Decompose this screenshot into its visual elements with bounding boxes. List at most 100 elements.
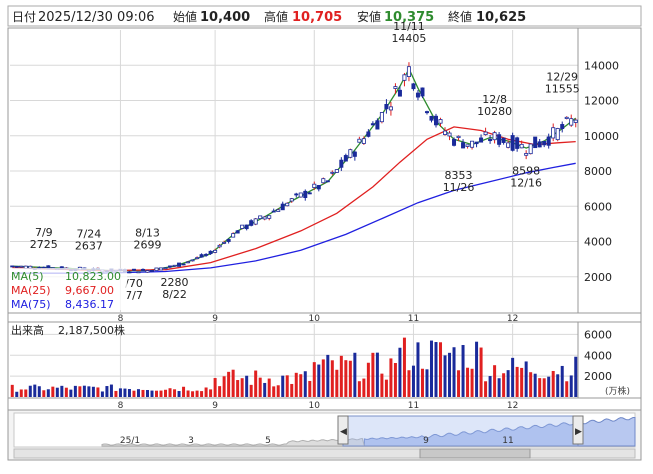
navigator-scroll-thumb[interactable] xyxy=(419,448,531,459)
volume-bar xyxy=(240,378,244,397)
volume-bar xyxy=(141,389,145,397)
volume-bar xyxy=(299,374,303,397)
candle-body xyxy=(569,118,574,126)
volume-bar xyxy=(78,386,82,397)
volume-bar xyxy=(506,370,510,397)
candle-body xyxy=(163,267,168,270)
ma-line-ma75 xyxy=(12,162,576,274)
candle-body xyxy=(307,192,312,195)
volume-bar xyxy=(281,375,285,397)
candle-body xyxy=(213,249,218,253)
volume-bar xyxy=(290,383,294,397)
candle-body xyxy=(168,265,173,268)
volume-bar xyxy=(321,359,325,397)
candle-body xyxy=(321,178,326,184)
volume-bar xyxy=(109,384,113,397)
volume-bar xyxy=(258,377,262,397)
candle-body xyxy=(204,253,209,256)
price-annotation-text: /70 xyxy=(125,277,143,290)
volume-bar xyxy=(362,378,366,397)
volume-bar xyxy=(542,378,546,397)
volume-bar xyxy=(475,341,479,397)
x-axis-bottom-strip xyxy=(7,397,642,411)
header-bar xyxy=(7,5,642,27)
candle-body xyxy=(501,137,506,143)
volume-bar xyxy=(533,373,537,397)
candle-body xyxy=(280,203,285,211)
volume-bar xyxy=(227,371,231,397)
candle-body xyxy=(339,159,344,168)
volume-bar xyxy=(123,388,127,397)
volume-bar xyxy=(547,376,551,397)
x-tick-label: 11 xyxy=(408,401,419,411)
x-tick-label: 12 xyxy=(507,314,518,324)
volume-bar xyxy=(254,370,258,397)
navigator-left-handle[interactable] xyxy=(337,415,349,445)
price-annotation-text: 8/22 xyxy=(162,288,187,301)
candle-body xyxy=(406,66,411,77)
volume-bar xyxy=(150,390,154,397)
volume-bar xyxy=(402,337,406,397)
candle-body xyxy=(172,264,177,267)
volume-bar xyxy=(28,385,32,397)
candle-body xyxy=(452,138,457,146)
volume-bar xyxy=(371,352,375,397)
volume-bar xyxy=(353,352,357,397)
volume-bar xyxy=(384,379,388,397)
candlesticks xyxy=(10,62,578,274)
candle-body xyxy=(357,138,362,143)
volume-bar xyxy=(73,385,77,397)
navigator-selection[interactable] xyxy=(342,415,579,447)
navigator-area xyxy=(363,417,636,447)
volume-bar xyxy=(425,369,429,397)
x-tick-label: 8 xyxy=(118,401,124,411)
volume-bar xyxy=(569,375,573,397)
volume-bar xyxy=(24,389,28,397)
volume-bar xyxy=(213,378,217,397)
candle-body xyxy=(402,74,407,81)
candle-body xyxy=(479,137,484,143)
candle-body xyxy=(443,130,448,135)
volume-bar xyxy=(186,390,190,397)
candle-body xyxy=(519,143,524,149)
volume-bar xyxy=(19,389,23,397)
candle-body xyxy=(474,141,479,145)
price-y-tick-label: 14000 xyxy=(584,59,619,72)
volume-bar xyxy=(407,370,411,397)
volume-bar xyxy=(416,342,420,397)
price-y-tick-label: 6000 xyxy=(584,200,612,213)
candle-body xyxy=(370,123,375,126)
candle-body xyxy=(433,115,438,126)
volume-bar xyxy=(209,389,213,397)
candle-body xyxy=(564,116,569,119)
volume-bar xyxy=(177,391,181,397)
volume-bar xyxy=(267,378,271,397)
volume-bar xyxy=(55,387,59,397)
navigator-tick-label: 11 xyxy=(502,436,513,446)
volume-bar xyxy=(411,365,415,397)
price-y-tick-label: 10000 xyxy=(584,130,619,143)
candle-body xyxy=(10,265,15,268)
candle-body xyxy=(267,215,272,219)
volume-bar xyxy=(366,362,370,397)
candle-body xyxy=(312,183,317,188)
navigator-scrollbar[interactable] xyxy=(13,448,636,459)
price-y-tick-label: 4000 xyxy=(584,236,612,249)
price-y-tick-label: 12000 xyxy=(584,95,619,108)
open-value: 10,400 xyxy=(200,10,250,25)
close-value: 10,625 xyxy=(476,10,526,25)
candle-body xyxy=(560,124,565,130)
candle-body xyxy=(465,144,470,147)
price-annotation-text: 12/16 xyxy=(510,176,542,189)
volume-bar xyxy=(285,375,289,397)
x-tick-label: 11 xyxy=(408,314,419,324)
candle-body xyxy=(181,263,186,266)
navigator-ticks: 25/1 3 5 9 11 xyxy=(120,436,514,446)
volume-bar xyxy=(357,381,361,397)
candle-body xyxy=(159,267,164,271)
volume-bar xyxy=(155,390,159,397)
candle-body xyxy=(533,136,538,149)
volume-y-tick-label: 4000 xyxy=(584,349,612,362)
candle-body xyxy=(447,132,452,137)
navigator-right-handle[interactable] xyxy=(572,415,584,445)
